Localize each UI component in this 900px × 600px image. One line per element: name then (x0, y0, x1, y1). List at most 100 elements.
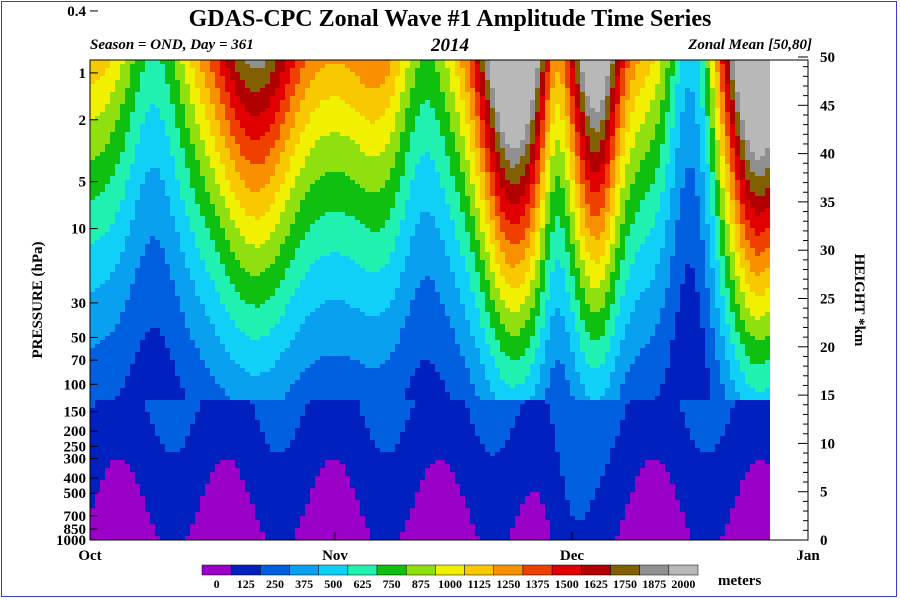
contour-cell (260, 68, 266, 73)
contour-cell (90, 496, 96, 501)
contour-cell (140, 240, 146, 245)
contour-cell (220, 456, 226, 461)
contour-cell (230, 400, 236, 405)
contour-cell (270, 460, 276, 465)
contour-cell (240, 300, 246, 305)
contour-cell (245, 136, 251, 141)
contour-cell (195, 524, 201, 529)
contour-cell (265, 436, 271, 441)
contour-cell (285, 468, 291, 473)
contour-cell (245, 128, 251, 133)
contour-cell (250, 228, 256, 233)
contour-cell (160, 108, 166, 113)
contour-cell (125, 420, 131, 425)
contour-cell (175, 140, 181, 145)
contour-cell (120, 220, 126, 225)
contour-cell (200, 392, 206, 397)
contour-cell (265, 452, 271, 457)
contour-cell (150, 276, 156, 281)
contour-cell (215, 164, 221, 169)
contour-cell (185, 188, 191, 193)
contour-cell (205, 72, 211, 77)
contour-cell (120, 344, 126, 349)
contour-cell (135, 248, 141, 253)
contour-cell (215, 516, 221, 521)
contour-cell (170, 220, 176, 225)
contour-cell (190, 240, 196, 245)
contour-cell (115, 392, 121, 397)
contour-cell (170, 212, 176, 217)
contour-cell (125, 148, 131, 153)
contour-cell (220, 284, 226, 289)
contour-cell (140, 64, 146, 69)
contour-cell (250, 376, 256, 381)
contour-cell (180, 456, 186, 461)
contour-cell (205, 400, 211, 405)
contour-cell (285, 388, 291, 393)
contour-cell (95, 116, 101, 121)
contour-cell (195, 68, 201, 73)
contour-cell (140, 232, 146, 237)
contour-cell (170, 436, 176, 441)
contour-cell (285, 64, 291, 69)
contour-cell (235, 132, 241, 137)
contour-cell (210, 404, 216, 409)
contour-cell (100, 348, 106, 353)
contour-cell (210, 396, 216, 401)
contour-cell (260, 372, 266, 377)
contour-cell (270, 208, 276, 213)
contour-cell (165, 228, 171, 233)
contour-cell (200, 284, 206, 289)
contour-cell (195, 500, 201, 505)
contour-cell (110, 328, 116, 333)
contour-cell (235, 368, 241, 373)
contour-cell (200, 428, 206, 433)
contour-cell (150, 412, 156, 417)
contour-cell (225, 528, 231, 533)
contour-cell (130, 112, 136, 117)
contour-cell (140, 96, 146, 101)
contour-cell (200, 192, 206, 197)
contour-cell (270, 392, 276, 397)
contour-cell (280, 184, 286, 189)
contour-cell (110, 300, 116, 305)
contour-cell (125, 360, 131, 365)
contour-cell (265, 252, 271, 257)
contour-cell (285, 428, 291, 433)
contour-cell (190, 516, 196, 521)
contour-cell (265, 372, 271, 377)
contour-cell (295, 344, 301, 349)
contour-cell (290, 204, 296, 209)
contour-cell (240, 156, 246, 161)
contour-cell (155, 216, 161, 221)
contour-cell (255, 156, 261, 161)
contour-cell (165, 176, 171, 181)
contour-cell (175, 164, 181, 169)
contour-cell (100, 96, 106, 101)
contour-cell (200, 364, 206, 369)
contour-cell (95, 356, 101, 361)
contour-cell (205, 168, 211, 173)
contour-cell (210, 428, 216, 433)
contour-cell (250, 468, 256, 473)
contour-cell (225, 152, 231, 157)
contour-cell (145, 464, 151, 469)
contour-cell (145, 440, 151, 445)
contour-cell (215, 336, 221, 341)
contour-cell (165, 356, 171, 361)
contour-cell (225, 212, 231, 217)
contour-cell (125, 384, 131, 389)
contour-cell (135, 444, 141, 449)
contour-cell (160, 296, 166, 301)
contour-cell (210, 476, 216, 481)
contour-cell (100, 388, 106, 393)
contour-cell (240, 288, 246, 293)
contour-cell (160, 140, 166, 145)
contour-cell (180, 348, 186, 353)
contour-cell (215, 468, 221, 473)
contour-cell (175, 196, 181, 201)
contour-cell (290, 104, 296, 109)
contour-cell (225, 532, 231, 537)
contour-cell (115, 524, 121, 529)
contour-cell (150, 536, 156, 540)
